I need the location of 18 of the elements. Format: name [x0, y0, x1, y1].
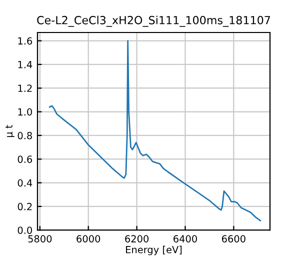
y-axis-title: μ t	[6, 124, 14, 138]
line-series	[48, 40, 262, 222]
y-tick-label: 0.0	[18, 226, 32, 234]
y-tick-label: 1.6	[18, 37, 32, 45]
y-tick-label: 0.8	[18, 132, 32, 140]
y-tick-label: 1.4	[18, 61, 32, 68]
y-tick-label: 0.4	[18, 179, 32, 187]
x-tick-label: 6000	[76, 235, 100, 242]
y-tick-label: 0.6	[18, 156, 32, 163]
x-tick-label: 6400	[174, 235, 197, 242]
y-tick-label: 1.0	[18, 108, 32, 116]
x-tick-label: 5800	[28, 235, 52, 242]
y-tick-label: 1.2	[18, 84, 32, 92]
x-tick-label: 6600	[222, 235, 246, 242]
x-tick-label: 6200	[125, 235, 149, 242]
y-tick-label: 0.2	[18, 202, 32, 210]
chart-title: Ce-L2_CeCl3_xH2O_Si111_100ms_181107	[37, 16, 270, 27]
x-axis-title: Energy [eV]	[126, 246, 182, 256]
